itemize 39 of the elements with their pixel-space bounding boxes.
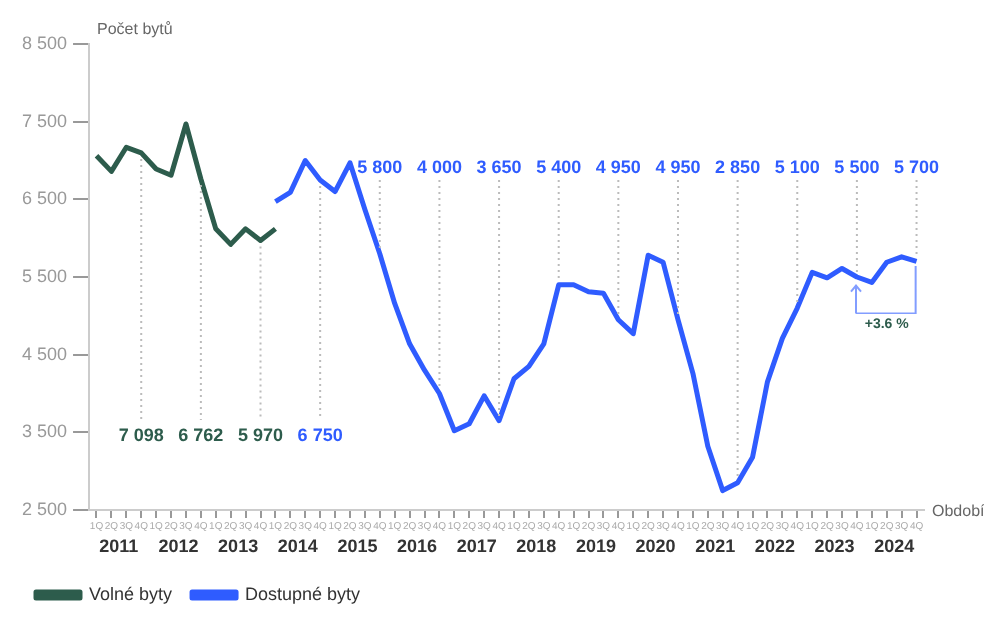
- x-axis-title: Období: [932, 502, 987, 521]
- text: 2015: [337, 535, 378, 556]
- data-label: 4 000: [416, 156, 462, 177]
- data-label: 5 700: [894, 156, 940, 177]
- y-tick-label: 5 500: [21, 265, 68, 286]
- text: 2019: [575, 535, 617, 556]
- y-axis-title: Počet bytů: [97, 20, 173, 39]
- text: 2012: [158, 535, 199, 556]
- data-label: 6 762: [178, 424, 224, 445]
- y-tick-label: 2 500: [21, 498, 68, 519]
- text: 2022: [754, 535, 795, 556]
- y-tick-label: 4 500: [21, 343, 68, 364]
- text: 2017: [456, 535, 497, 556]
- data-label: 4 950: [655, 156, 701, 177]
- text: 2023: [814, 535, 855, 556]
- text: 2013: [218, 535, 259, 556]
- data-label: 3 650: [476, 156, 522, 177]
- legend-label: Volné byty: [89, 583, 174, 604]
- text: 2021: [695, 535, 736, 556]
- data-label: 5 500: [834, 156, 880, 177]
- data-label: 2 850: [715, 156, 761, 177]
- text: 2016: [397, 535, 438, 556]
- text: 2024: [874, 535, 915, 556]
- y-tick-label: 3 500: [21, 421, 68, 442]
- text: 2014: [277, 535, 318, 556]
- data-label: 6 750: [297, 424, 343, 445]
- y-tick-label: 8 500: [21, 32, 68, 53]
- data-label: 5 100: [774, 156, 820, 177]
- legend-label: Dostupné byty: [245, 583, 362, 604]
- data-label: 5 400: [536, 156, 582, 177]
- data-label: 4 950: [595, 156, 641, 177]
- data-label: 5 970: [237, 424, 284, 445]
- text: 2020: [635, 535, 676, 556]
- text: 2018: [516, 535, 557, 556]
- y-tick-label: 6 500: [21, 188, 68, 209]
- data-label: 7 098: [118, 424, 164, 445]
- text: 2011: [99, 535, 139, 556]
- y-tick-label: 7 500: [21, 110, 68, 131]
- data-label: 5 800: [357, 156, 403, 177]
